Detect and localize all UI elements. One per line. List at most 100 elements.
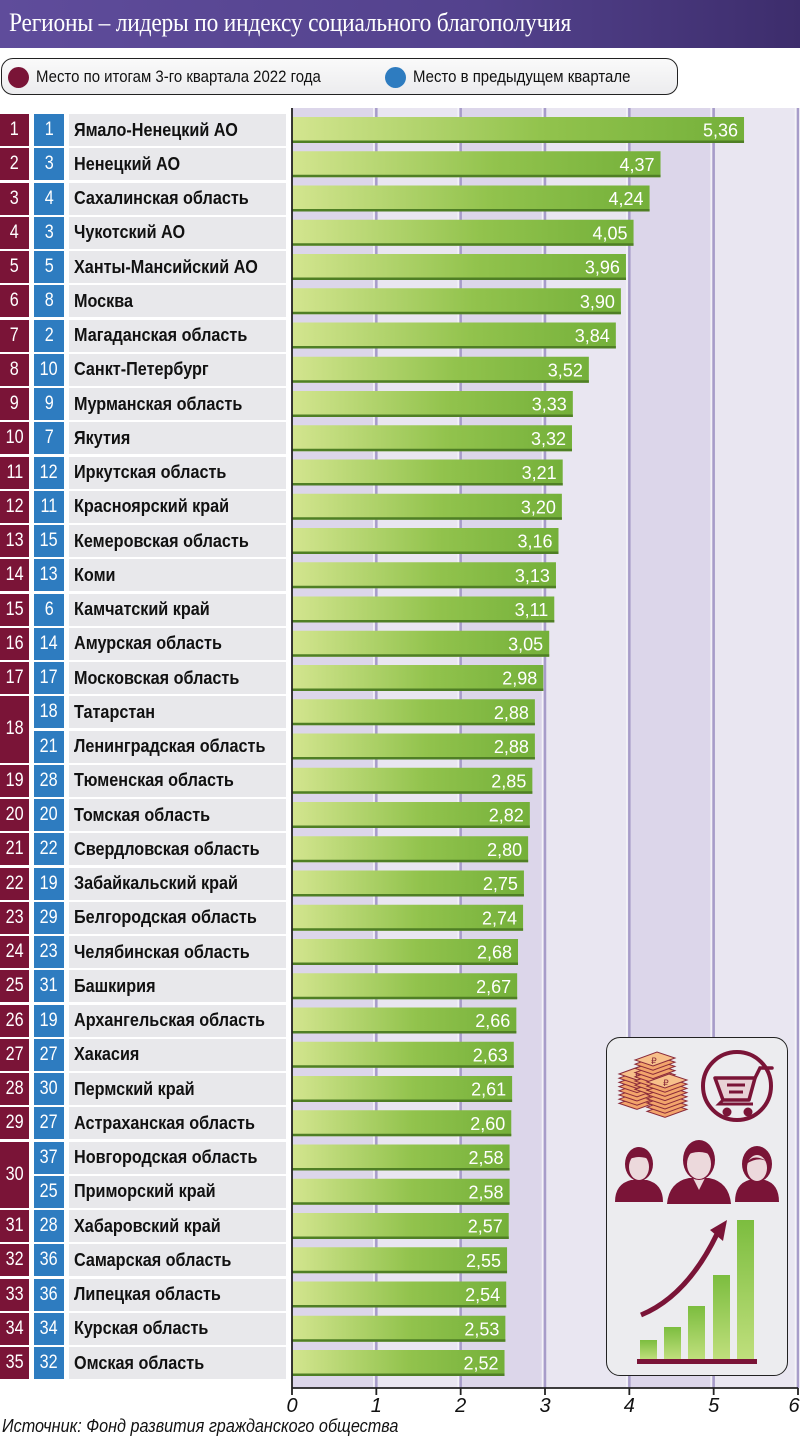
bar xyxy=(292,185,650,212)
previous-rank-value: 20 xyxy=(40,804,58,825)
bar xyxy=(292,973,518,1000)
value-label: 3,16 xyxy=(517,532,552,552)
bar xyxy=(292,219,634,246)
previous-rank-badge: 3 xyxy=(34,216,64,249)
value-label: 3,90 xyxy=(580,292,615,312)
region-name-cell: Ямало-Ненецкий АО xyxy=(69,114,286,146)
value-label: 2,74 xyxy=(482,908,517,928)
previous-rank-badge: 15 xyxy=(34,525,64,557)
x-tick-label: 3 xyxy=(539,1395,550,1417)
bar-edge xyxy=(292,654,550,657)
value-label: 2,98 xyxy=(502,669,537,689)
x-tick-label: 2 xyxy=(454,1395,466,1417)
current-rank-value: 4 xyxy=(9,221,19,243)
previous-rank-badge: 3 xyxy=(34,148,64,181)
current-rank-badge: 2 xyxy=(0,148,29,181)
value-label: 2,85 xyxy=(491,771,526,791)
growth-bar-chart-icon xyxy=(637,1220,757,1364)
value-label: 3,32 xyxy=(531,429,566,449)
current-rank-badge: 14 xyxy=(0,559,29,592)
region-name: Москва xyxy=(74,290,134,311)
region-name-cell: Чукотский АО xyxy=(69,216,286,249)
current-rank-badge: 9 xyxy=(0,388,29,420)
region-name-cell: Сахалинская область xyxy=(69,182,286,215)
region-name-cell: Омская область xyxy=(69,1347,286,1379)
bar-edge xyxy=(292,688,544,691)
previous-rank-badge: 10 xyxy=(34,353,64,386)
previous-rank-value: 32 xyxy=(40,1352,58,1373)
bar xyxy=(292,1281,507,1308)
x-tick-label: 1 xyxy=(371,1395,382,1417)
current-rank-badge: 19 xyxy=(0,764,29,797)
previous-rank-badge: 4 xyxy=(34,182,64,215)
previous-rank-badge: 31 xyxy=(34,970,64,1003)
previous-rank-badge: 34 xyxy=(34,1312,64,1345)
bar xyxy=(292,493,562,520)
current-rank-value: 11 xyxy=(6,461,23,483)
value-label: 3,52 xyxy=(548,360,583,380)
region-name: Самарская область xyxy=(74,1249,232,1270)
previous-rank-value: 12 xyxy=(40,461,58,483)
bar xyxy=(292,802,530,828)
region-name: Забайкальский край xyxy=(74,873,239,893)
region-name-cell: Ненецкий АО xyxy=(69,148,286,181)
current-rank-badge: 13 xyxy=(0,525,29,557)
previous-rank-badge: 19 xyxy=(34,1004,64,1037)
region-name: Мурманская область xyxy=(74,393,243,414)
previous-rank-value: 1 xyxy=(44,119,54,140)
bar-edge xyxy=(292,962,519,965)
region-name-cell: Татарстан xyxy=(69,696,286,729)
value-label: 3,20 xyxy=(521,497,556,517)
current-rank-badge: 15 xyxy=(0,593,29,626)
previous-rank-badge: 7 xyxy=(34,422,64,455)
source-note: Источник: Фонд развития гражданского общ… xyxy=(2,1416,399,1436)
previous-rank-value: 19 xyxy=(40,1009,58,1031)
current-rank-badge: 8 xyxy=(0,353,29,386)
current-rank-badge: 23 xyxy=(0,901,29,934)
bar xyxy=(292,254,626,280)
region-name-cell: Курская область xyxy=(69,1312,286,1345)
bar xyxy=(292,699,535,726)
bar xyxy=(292,151,661,178)
bar-edge xyxy=(292,791,533,794)
bar-edge xyxy=(292,1236,509,1239)
value-label: 2,80 xyxy=(487,840,522,860)
bar xyxy=(292,939,519,965)
current-rank-badge: 31 xyxy=(0,1210,29,1242)
current-rank-value: 16 xyxy=(5,632,24,654)
previous-rank-value: 17 xyxy=(40,667,58,688)
previous-rank-value: 27 xyxy=(40,1112,58,1134)
previous-rank-badge: 36 xyxy=(34,1278,64,1311)
previous-rank-badge: 17 xyxy=(34,662,64,694)
region-name-cell: Приморский край xyxy=(69,1175,286,1208)
current-rank-value: 15 xyxy=(5,598,24,620)
bar xyxy=(292,1144,510,1171)
region-name: Архангельская область xyxy=(74,1010,265,1030)
bar-edge xyxy=(292,1133,512,1137)
previous-rank-value: 25 xyxy=(40,1180,58,1202)
current-rank-badge: 26 xyxy=(0,1004,29,1037)
current-rank-badge: 4 xyxy=(0,216,29,249)
previous-rank-value: 21 xyxy=(40,735,58,757)
value-label: 2,57 xyxy=(468,1217,503,1237)
previous-rank-value: 34 xyxy=(40,1317,58,1339)
bar xyxy=(292,630,550,657)
previous-rank-badge: 8 xyxy=(34,285,64,318)
current-rank-value: 35 xyxy=(5,1352,24,1373)
region-name: Якутия xyxy=(74,427,131,448)
value-label: 2,66 xyxy=(475,1011,510,1031)
region-name-cell: Магаданская область xyxy=(69,319,286,352)
region-name: Башкирия xyxy=(74,975,156,996)
current-rank-value: 34 xyxy=(5,1317,24,1339)
value-label: 3,21 xyxy=(522,463,557,483)
region-name: Красноярский край xyxy=(74,496,230,517)
value-label: 2,75 xyxy=(483,874,518,894)
value-label: 4,05 xyxy=(593,223,628,243)
region-name-cell: Санкт-Петербург xyxy=(69,353,286,386)
region-name-cell: Забайкальский край xyxy=(69,867,286,900)
value-label: 3,33 xyxy=(532,395,567,415)
current-rank-badge: 34 xyxy=(0,1312,29,1345)
current-rank-value: 22 xyxy=(5,872,24,894)
bar xyxy=(292,1178,510,1205)
current-rank-value: 20 xyxy=(5,804,24,825)
